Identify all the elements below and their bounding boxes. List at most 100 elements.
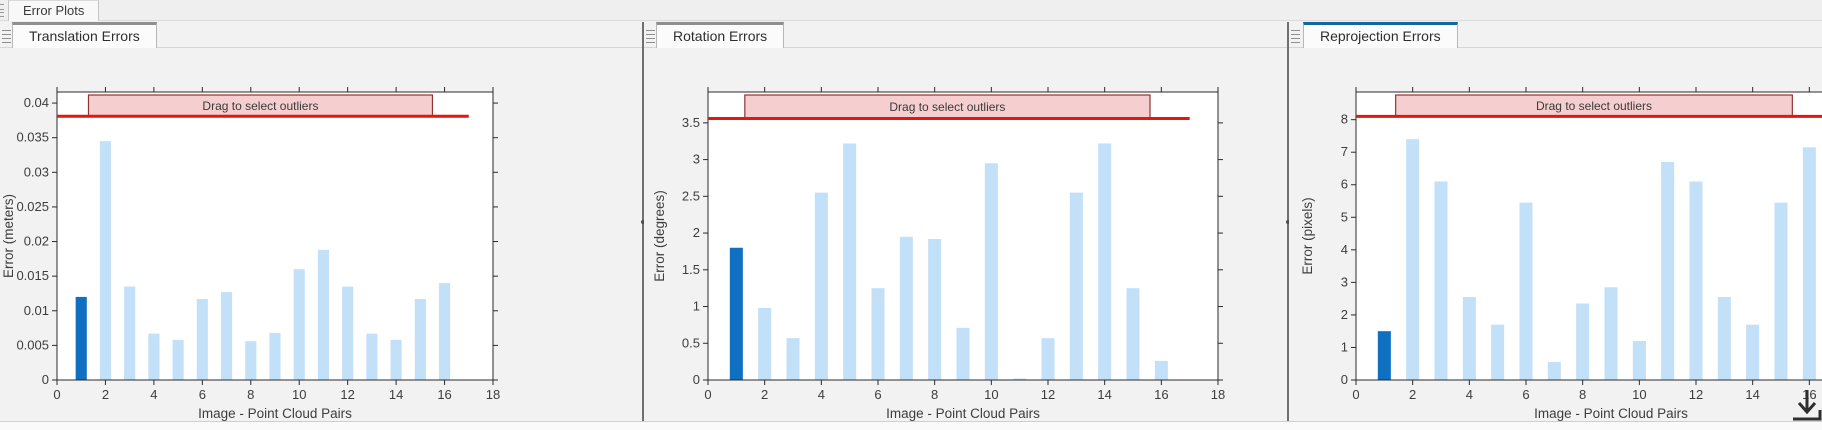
bar-pair-16[interactable] bbox=[1802, 147, 1816, 380]
bar-pair-1[interactable] bbox=[1377, 331, 1391, 380]
bar-pair-13[interactable] bbox=[1717, 297, 1731, 380]
x-axis-label: Image - Point Cloud Pairs bbox=[198, 406, 352, 421]
bar-pair-4[interactable] bbox=[814, 192, 828, 380]
bar-pair-2[interactable] bbox=[99, 141, 112, 380]
rotation-panel-tab-bar: Rotation Errors bbox=[644, 22, 1287, 48]
bar-pair-6[interactable] bbox=[871, 288, 885, 380]
bar-pair-5[interactable] bbox=[843, 143, 857, 380]
tab-rotation-errors[interactable]: Rotation Errors bbox=[656, 22, 785, 48]
y-tick-label: 1 bbox=[693, 299, 700, 314]
panel-drag-grip-icon[interactable] bbox=[2, 30, 11, 44]
y-tick-label: 0.01 bbox=[24, 303, 49, 318]
panel-drag-grip-icon[interactable] bbox=[1291, 30, 1300, 44]
bar-pair-4[interactable] bbox=[148, 333, 160, 380]
bar-pair-12[interactable] bbox=[342, 286, 354, 380]
x-tick-label: 12 bbox=[1041, 387, 1055, 402]
bar-pair-9[interactable] bbox=[1604, 287, 1618, 380]
x-tick-label: 16 bbox=[1154, 387, 1168, 402]
bar-pair-4[interactable] bbox=[1462, 297, 1476, 380]
bar-pair-2[interactable] bbox=[758, 308, 772, 380]
bar-pair-11[interactable] bbox=[1661, 161, 1675, 380]
bar-pair-5[interactable] bbox=[172, 339, 184, 380]
bar-pair-16[interactable] bbox=[1154, 360, 1168, 380]
bar-pair-9[interactable] bbox=[269, 332, 281, 380]
x-tick-label: 14 bbox=[389, 387, 403, 402]
bar-pair-8[interactable] bbox=[1576, 303, 1590, 380]
axes-box bbox=[707, 91, 1219, 381]
bar-pair-7[interactable] bbox=[220, 292, 233, 380]
tab-error-plots[interactable]: Error Plots bbox=[8, 0, 100, 21]
bar-pair-6[interactable] bbox=[196, 299, 208, 380]
bar-pair-2[interactable] bbox=[1406, 139, 1420, 380]
bottom-status-strip bbox=[0, 421, 1822, 430]
bar-pair-7[interactable] bbox=[1547, 362, 1561, 380]
tab-error-plots-label: Error Plots bbox=[23, 3, 85, 18]
bar-pair-6[interactable] bbox=[1519, 202, 1533, 380]
bar-pair-10[interactable] bbox=[984, 163, 998, 380]
bar-pair-15[interactable] bbox=[1126, 288, 1140, 380]
y-tick-label: 0 bbox=[1341, 372, 1348, 387]
bar-pair-1[interactable] bbox=[729, 247, 743, 380]
bar-pair-8[interactable] bbox=[245, 341, 257, 380]
y-axis-label: Error (meters) bbox=[1, 194, 16, 278]
panel-splitter[interactable] bbox=[1286, 22, 1290, 421]
bar-pair-3[interactable] bbox=[1434, 181, 1448, 380]
y-tick-label: 0.5 bbox=[682, 335, 700, 350]
export-arrow-icon[interactable] bbox=[1790, 388, 1822, 424]
bar-pair-14[interactable] bbox=[1746, 324, 1760, 380]
x-tick-label: 12 bbox=[1689, 387, 1703, 402]
bar-pair-10[interactable] bbox=[293, 269, 305, 380]
bar-pair-5[interactable] bbox=[1491, 324, 1505, 380]
tab-reprojection-errors-label: Reprojection Errors bbox=[1320, 28, 1441, 44]
bar-pair-13[interactable] bbox=[366, 333, 378, 380]
x-tick-label: 0 bbox=[704, 387, 711, 402]
tab-rotation-errors-label: Rotation Errors bbox=[673, 28, 768, 44]
bar-pair-9[interactable] bbox=[956, 327, 970, 380]
y-tick-label: 1 bbox=[1341, 339, 1348, 354]
x-tick-label: 0 bbox=[53, 387, 60, 402]
bar-pair-7[interactable] bbox=[899, 236, 913, 380]
panel-splitter[interactable] bbox=[641, 22, 645, 421]
x-tick-label: 4 bbox=[1466, 387, 1473, 402]
x-tick-label: 2 bbox=[1409, 387, 1416, 402]
outlier-band-label: Drag to select outliers bbox=[889, 100, 1005, 114]
x-tick-label: 4 bbox=[150, 387, 157, 402]
bar-pair-10[interactable] bbox=[1632, 340, 1646, 380]
window-drag-grip-icon[interactable] bbox=[0, 4, 4, 17]
y-tick-label: 0.02 bbox=[24, 234, 49, 249]
axes-box bbox=[1355, 91, 1822, 381]
bar-pair-8[interactable] bbox=[928, 238, 942, 380]
bar-pair-1[interactable] bbox=[75, 296, 87, 380]
y-tick-label: 0 bbox=[693, 372, 700, 387]
y-tick-label: 7 bbox=[1341, 144, 1348, 159]
y-tick-label: 0.015 bbox=[16, 268, 49, 283]
bar-pair-13[interactable] bbox=[1069, 192, 1083, 380]
bar-pair-16[interactable] bbox=[438, 283, 451, 380]
bar-pair-11[interactable] bbox=[317, 249, 330, 380]
rotation-errors-chart: Drag to select outliers 0 2 4 6 8 10 12 14 16 18 0 0… bbox=[644, 48, 1287, 421]
bar-pair-12[interactable] bbox=[1041, 338, 1055, 380]
y-tick-label: 5 bbox=[1341, 209, 1348, 224]
x-axis-label: Image - Point Cloud Pairs bbox=[1534, 406, 1688, 421]
tab-reprojection-errors[interactable]: Reprojection Errors bbox=[1303, 22, 1458, 48]
y-axis-label: Error (pixels) bbox=[1300, 197, 1315, 274]
bar-pair-14[interactable] bbox=[390, 339, 402, 380]
bar-pair-15[interactable] bbox=[414, 299, 426, 380]
bar-pair-3[interactable] bbox=[124, 286, 136, 380]
x-tick-label: 18 bbox=[1211, 387, 1225, 402]
bar-pair-15[interactable] bbox=[1774, 202, 1788, 380]
y-tick-label: 6 bbox=[1341, 177, 1348, 192]
y-tick-label: 0.025 bbox=[16, 199, 49, 214]
panel-drag-grip-icon[interactable] bbox=[646, 30, 655, 44]
y-tick-label: 1.5 bbox=[682, 262, 700, 277]
bar-pair-12[interactable] bbox=[1689, 181, 1703, 380]
y-axis-label: Error (degrees) bbox=[652, 190, 667, 282]
y-tick-label: 0.03 bbox=[24, 164, 49, 179]
tab-translation-errors[interactable]: Translation Errors bbox=[12, 22, 157, 48]
bar-pair-3[interactable] bbox=[786, 338, 800, 380]
x-tick-label: 4 bbox=[818, 387, 825, 402]
bar-pair-14[interactable] bbox=[1098, 143, 1112, 380]
x-tick-label: 14 bbox=[1745, 387, 1759, 402]
y-tick-label: 0.005 bbox=[16, 337, 49, 352]
bar-pair-11[interactable] bbox=[1013, 378, 1027, 380]
